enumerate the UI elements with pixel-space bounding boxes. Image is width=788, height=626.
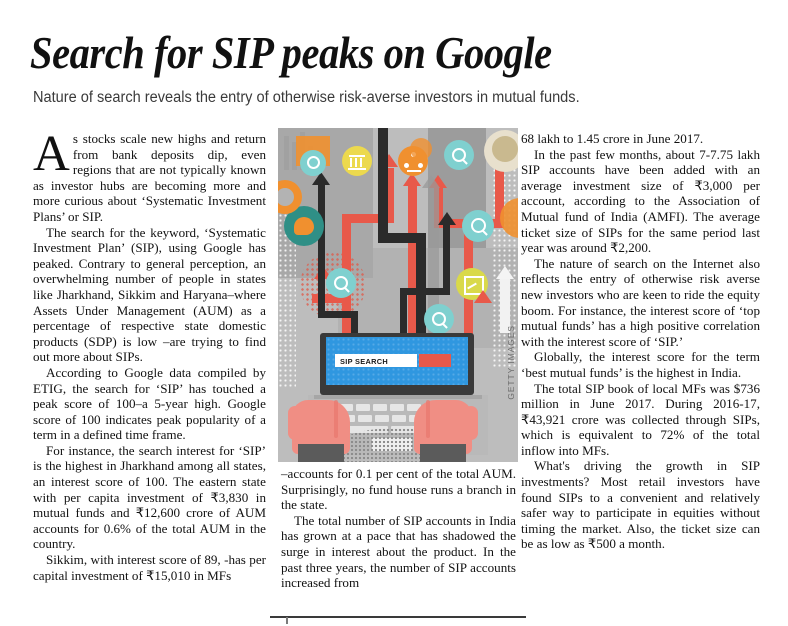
finger-separation bbox=[426, 400, 430, 438]
paragraph: 68 lakh to 1.45 crore in June 2017. bbox=[521, 131, 704, 146]
arrow-up-icon bbox=[496, 266, 514, 279]
left-sleeve-cuff bbox=[298, 444, 344, 462]
arrow-up-icon bbox=[438, 212, 456, 225]
paragraph: The search for the keyword, ‘Systematic … bbox=[33, 224, 266, 365]
image-credit: GETTY IMAGES bbox=[506, 325, 516, 400]
search-icon bbox=[307, 156, 320, 169]
gear-icon-center bbox=[278, 188, 294, 206]
network-icon-node bbox=[404, 163, 409, 168]
laptop-hinge bbox=[314, 395, 482, 399]
bank-icon-column bbox=[355, 158, 358, 167]
arrow-up-icon bbox=[403, 173, 421, 186]
red-pipe bbox=[312, 294, 346, 303]
black-pipe bbox=[318, 183, 325, 318]
right-sleeve-cuff bbox=[420, 444, 466, 462]
arrow-up-icon bbox=[474, 290, 492, 303]
paragraph: In the past few months, about 7-7.75 lak… bbox=[521, 146, 760, 256]
article-illustration: SIP SEARCH GETTY bbox=[278, 128, 518, 462]
red-pipe bbox=[495, 158, 504, 228]
left-thumb bbox=[288, 406, 302, 440]
article-column-3: 68 lakh to 1.45 crore in June 2017. In t… bbox=[521, 131, 760, 552]
orange-blob bbox=[410, 138, 432, 160]
black-pipe bbox=[378, 233, 426, 243]
paragraph: For instance, the search interest for ‘S… bbox=[33, 442, 266, 552]
keyboard-key bbox=[392, 415, 406, 422]
red-pipe bbox=[342, 214, 394, 223]
paragraph: The nature of search on the Internet als… bbox=[521, 255, 760, 349]
white-pipe bbox=[500, 278, 510, 333]
black-pipe bbox=[400, 288, 407, 338]
paragraph: What's driving the growth in SIP investm… bbox=[521, 458, 760, 552]
keyboard-key bbox=[373, 404, 387, 411]
search-button[interactable] bbox=[419, 354, 451, 367]
orange-blob bbox=[500, 198, 518, 238]
black-pipe bbox=[400, 288, 450, 295]
search-icon bbox=[432, 312, 446, 326]
keyboard-key bbox=[407, 404, 421, 411]
search-icon bbox=[334, 276, 348, 290]
finger-separation bbox=[334, 400, 338, 438]
keyboard-key bbox=[358, 415, 372, 422]
paragraph: According to Google data compiled by ETI… bbox=[33, 364, 266, 443]
drop-cap: A bbox=[33, 126, 70, 182]
bank-icon-base bbox=[348, 168, 366, 170]
page-title: Search for SIP peaks on Google bbox=[30, 27, 552, 78]
black-pipe bbox=[318, 311, 358, 318]
red-pipe bbox=[408, 186, 417, 336]
skyline-bar bbox=[284, 136, 289, 170]
black-pipe bbox=[378, 128, 388, 243]
network-icon-base bbox=[407, 170, 421, 172]
search-icon bbox=[452, 148, 466, 162]
black-pipe bbox=[416, 233, 426, 338]
paragraph: Sikkim, with interest score of 89, -has … bbox=[33, 552, 266, 583]
paragraph: Globally, the interest score for the ter… bbox=[521, 349, 760, 380]
keyboard-spacebar bbox=[328, 426, 388, 433]
keyboard-key bbox=[390, 404, 404, 411]
right-thumb bbox=[464, 406, 478, 440]
red-pipe bbox=[385, 168, 394, 223]
article-column-2: –accounts for 0.1 per cent of the total … bbox=[281, 466, 516, 591]
skyline-bar bbox=[292, 142, 297, 170]
search-box-label: SIP SEARCH bbox=[340, 357, 389, 366]
bottom-divider bbox=[270, 616, 526, 618]
search-icon bbox=[471, 218, 486, 233]
brain-icon bbox=[294, 217, 314, 235]
bank-icon-column bbox=[350, 158, 353, 167]
paragraph: The total SIP book of local MFs was $736… bbox=[521, 380, 760, 458]
keyboard-key bbox=[356, 404, 370, 411]
paragraph: The total number of SIP accounts in Indi… bbox=[281, 512, 516, 591]
paragraph-text: s stocks scale new highs and return from… bbox=[33, 131, 266, 224]
bottom-divider-tick bbox=[286, 617, 288, 624]
bank-icon-column bbox=[360, 158, 363, 167]
black-pipe bbox=[351, 311, 358, 339]
search-box[interactable] bbox=[335, 354, 417, 367]
grey-pipe bbox=[428, 188, 439, 338]
arrow-up-icon bbox=[422, 175, 440, 188]
bank-icon-roof bbox=[349, 155, 365, 157]
light-blob-inner bbox=[492, 136, 518, 162]
keyboard-key bbox=[339, 404, 353, 411]
paragraph: –accounts for 0.1 per cent of the total … bbox=[281, 466, 516, 513]
network-icon-node bbox=[418, 163, 423, 168]
keyboard-key bbox=[375, 415, 389, 422]
article-subhead: Nature of search reveals the entry of ot… bbox=[33, 89, 580, 106]
black-pipe bbox=[443, 224, 450, 294]
